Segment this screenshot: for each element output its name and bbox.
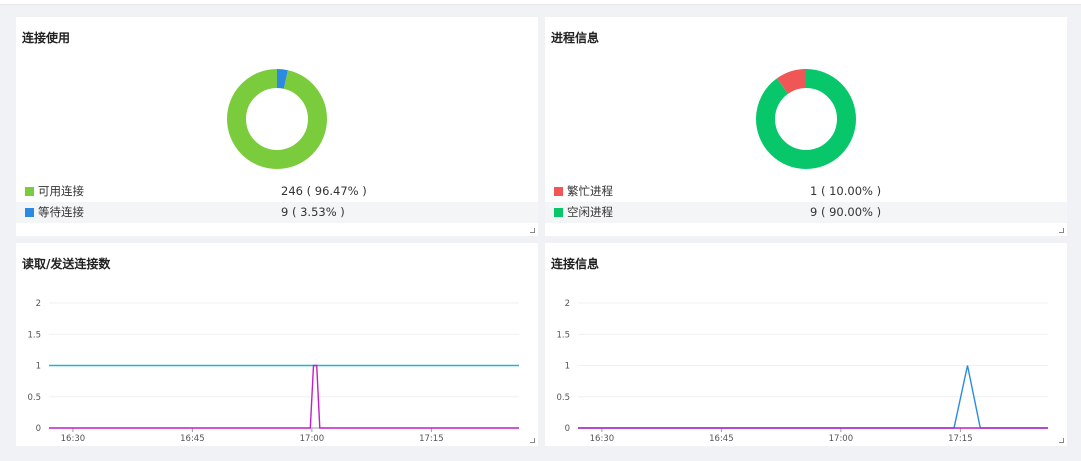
- resize-handle[interactable]: [530, 228, 535, 233]
- resize-handle[interactable]: [530, 438, 535, 443]
- legend-row-available[interactable]: 可用连接 246 ( 96.47% ): [16, 181, 538, 202]
- process-donut-chart: [756, 69, 856, 169]
- y-tick-label: 0.5: [27, 393, 41, 403]
- y-tick-label: 2: [565, 299, 570, 309]
- x-tick-label: 16:45: [709, 434, 734, 444]
- panel-read-send-connections: 读取/发送连接数 0 0.5 1 1.5 2 16:30 16:45 17:00 17:15: [16, 243, 538, 446]
- legend-row-busy[interactable]: 繁忙进程 1 ( 10.00% ): [545, 181, 1067, 202]
- y-tick-label: 0: [565, 424, 570, 434]
- resize-handle[interactable]: [1059, 438, 1064, 443]
- x-tick-label: 17:00: [300, 434, 325, 444]
- legend-swatch: [554, 187, 563, 196]
- legend-value: 9 ( 90.00% ): [810, 205, 882, 219]
- legend-label: 繁忙进程: [567, 184, 613, 198]
- legend-row-idle[interactable]: 空闲进程 9 ( 90.00% ): [545, 202, 1067, 223]
- legend-row-waiting[interactable]: 等待连接 9 ( 3.53% ): [16, 202, 538, 223]
- panel-process-info: 进程信息 繁忙进程 1 ( 10.00% ) 空闲进程 9 ( 90.00% ): [545, 17, 1067, 236]
- panel-title: 连接信息: [551, 257, 600, 271]
- y-tick-label: 2: [36, 299, 41, 309]
- panel-title: 进程信息: [551, 31, 600, 45]
- legend-label: 等待连接: [38, 205, 84, 219]
- legend-label: 空闲进程: [567, 205, 613, 219]
- x-tick-label: 16:30: [590, 434, 615, 444]
- legend-value: 9 ( 3.53% ): [281, 205, 345, 219]
- panel-connection-info: 连接信息 0 0.5 1 1.5 2 16:30 16:45 17:00 17:15: [545, 243, 1067, 446]
- legend-label: 可用连接: [38, 184, 84, 198]
- legend-swatch: [25, 208, 34, 217]
- donut-slice-1[interactable]: [227, 69, 327, 169]
- y-tick-label: 0.5: [556, 393, 570, 403]
- legend-value: 246 ( 96.47% ): [281, 184, 367, 198]
- resize-handle[interactable]: [1059, 228, 1064, 233]
- donut-slice-1[interactable]: [756, 69, 856, 169]
- x-tick-label: 17:15: [948, 434, 973, 444]
- y-tick-label: 1: [36, 362, 41, 372]
- x-tick-label: 17:00: [829, 434, 854, 444]
- legend-value: 1 ( 10.00% ): [810, 184, 882, 198]
- y-tick-label: 0: [36, 424, 41, 434]
- y-tick-label: 1.5: [27, 330, 41, 340]
- connection-info-line-chart: 0 0.5 1 1.5 2 16:30 16:45 17:00 17:15: [556, 299, 1048, 444]
- x-tick-label: 17:15: [419, 434, 444, 444]
- y-tick-label: 1: [565, 362, 570, 372]
- panel-connection-usage: 连接使用 可用连接 246 ( 96.47% ) 等待连接 9 ( 3.53% …: [16, 17, 538, 236]
- y-tick-label: 1.5: [556, 330, 570, 340]
- x-tick-label: 16:30: [61, 434, 86, 444]
- panel-title: 读取/发送连接数: [22, 257, 111, 271]
- legend-swatch: [554, 208, 563, 217]
- connection-donut-chart: [227, 69, 327, 169]
- read-send-line-chart: 0 0.5 1 1.5 2 16:30 16:45 17:00 17:15: [27, 299, 519, 444]
- series-line-1[interactable]: [49, 364, 519, 429]
- donut-slice-0[interactable]: [756, 69, 856, 169]
- top-bar: [0, 0, 1081, 5]
- x-tick-label: 16:45: [180, 434, 205, 444]
- legend-swatch: [25, 187, 34, 196]
- panel-title: 连接使用: [22, 31, 71, 45]
